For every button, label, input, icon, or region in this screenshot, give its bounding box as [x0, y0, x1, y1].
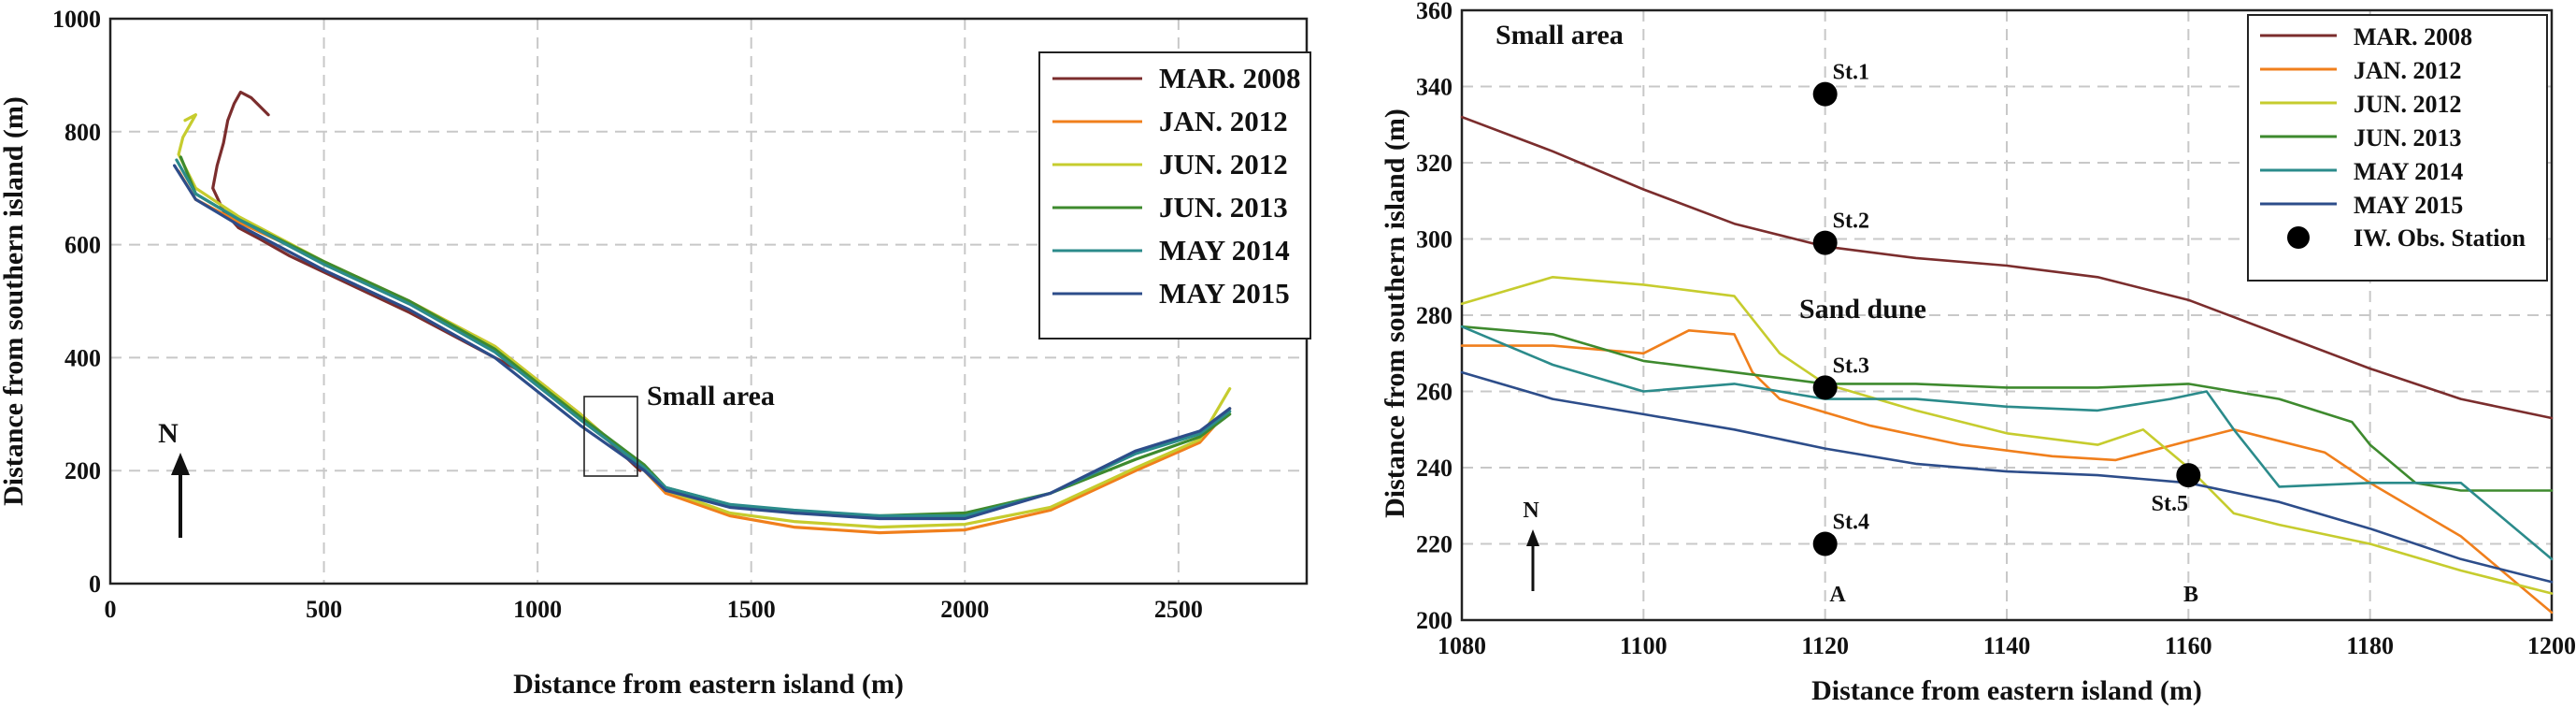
station-label-st-3: St.3: [1833, 354, 1869, 378]
left-x-tick-label: 500: [306, 596, 342, 623]
left-legend-label-jan-2012: JAN. 2012: [1159, 105, 1288, 137]
right-y-tick-label: 240: [1416, 455, 1453, 482]
right-stations: St.1 St.2 St.3 St.4 St.5: [1812, 61, 2201, 556]
right-series: [1460, 115, 2554, 614]
small-area-box: [583, 396, 638, 477]
small-area-label: Small area: [647, 381, 775, 412]
station-marker-st-1: [1812, 81, 1838, 107]
right-x-tick-label: 1100: [1620, 632, 1667, 659]
right-series-jun-2012: [1460, 275, 2554, 595]
right-chart: 1080 1100 1120 1140 1160 1180 1200 200 220 240 260…: [1380, 0, 2576, 706]
left-y-axis-label: Distance from southern island (m): [0, 96, 29, 506]
left-north-arrow-icon: [171, 453, 190, 475]
left-y-tick-label: 200: [64, 457, 101, 484]
right-x-tick-label: 1200: [2527, 632, 2576, 659]
left-x-axis-label: Distance from eastern island (m): [513, 669, 904, 700]
right-legend-label-may-2015: MAY 2015: [2354, 192, 2463, 219]
right-y-axis-label: Distance from southern island (m): [1380, 108, 1410, 518]
left-x-tick-label: 2000: [940, 596, 989, 623]
right-legend-label-mar-2008: MAR. 2008: [2354, 23, 2472, 51]
right-series-jun-2013: [1460, 325, 2554, 492]
right-legend-box: [2247, 14, 2548, 282]
right-series-jan-2012: [1460, 328, 2554, 614]
station-marker-st-3: [1812, 375, 1838, 400]
station-label-st-2: St.2: [1833, 210, 1869, 234]
left-y-tick-label: 600: [64, 232, 101, 259]
right-x-axis-label: Distance from eastern island (m): [1811, 675, 2202, 706]
section-a-label: A: [1829, 583, 1846, 607]
right-ticks: 1080 1100 1120 1140 1160 1180 1200 200 220 240 260…: [1416, 0, 2576, 659]
station-marker-st-4: [1812, 531, 1838, 556]
right-legend-station-marker: [2287, 226, 2310, 249]
right-y-tick-label: 220: [1416, 531, 1453, 558]
right-north-arrow-icon: [1526, 529, 1539, 546]
station-marker-st-2: [1812, 230, 1838, 255]
sand-dune-label: Sand dune: [1799, 294, 1926, 325]
right-legend: MAR. 2008 JAN. 2012 JUN. 2012 JUN. 2013 MAY …: [2247, 14, 2548, 282]
left-x-tick-label: 1000: [513, 596, 562, 623]
right-y-tick-label: 300: [1416, 226, 1453, 253]
right-series-may-2014: [1460, 325, 2554, 561]
right-x-tick-label: 1180: [2346, 632, 2394, 659]
left-x-tick-label: 2500: [1154, 596, 1203, 623]
right-y-tick-label: 200: [1416, 607, 1453, 634]
right-series-may-2015: [1460, 370, 2554, 584]
left-legend-label-mar-2008: MAR. 2008: [1159, 62, 1301, 94]
right-legend-station-label: IW. Obs. Station: [2354, 224, 2526, 252]
right-north-label: N: [1523, 498, 1539, 523]
left-north-label: N: [158, 418, 179, 449]
left-series: [173, 90, 1232, 535]
station-label-st-1: St.1: [1833, 61, 1869, 85]
right-x-tick-label: 1140: [1983, 632, 2031, 659]
left-legend-box: [1038, 51, 1311, 340]
left-legend-label-may-2014: MAY 2014: [1159, 234, 1290, 267]
left-ticks: 0 500 1000 1500 2000 2500 0 200 400 600 800 1000: [52, 6, 1203, 623]
right-legend-label-jun-2013: JUN. 2013: [2354, 124, 2462, 152]
left-legend-label-jun-2012: JUN. 2012: [1159, 148, 1288, 181]
right-x-tick-label: 1160: [2165, 632, 2212, 659]
left-y-tick-label: 400: [64, 344, 101, 371]
station-marker-st-5: [2176, 463, 2201, 488]
right-plot-frame: [1460, 8, 2554, 622]
left-y-tick-label: 1000: [52, 6, 101, 33]
station-label-st-4: St.4: [1833, 511, 1869, 535]
right-x-tick-label: 1080: [1438, 632, 1486, 659]
right-y-tick-label: 360: [1416, 0, 1453, 24]
right-legend-label-may-2014: MAY 2014: [2354, 158, 2463, 185]
left-x-tick-label: 0: [105, 596, 117, 623]
right-legend-label-jan-2012: JAN. 2012: [2354, 57, 2462, 84]
section-b-label: B: [2183, 583, 2198, 607]
station-label-st-5: St.5: [2152, 492, 2188, 516]
right-y-tick-label: 320: [1416, 150, 1453, 177]
left-y-tick-label: 800: [64, 119, 101, 146]
right-x-tick-label: 1120: [1801, 632, 1849, 659]
left-legend-label-jun-2013: JUN. 2013: [1159, 191, 1288, 224]
left-legend-label-may-2015: MAY 2015: [1159, 277, 1290, 310]
left-chart: 0 500 1000 1500 2000 2500 0 200 400 600 800 1000 Sm…: [0, 6, 1311, 700]
left-y-tick-label: 0: [89, 571, 101, 598]
left-series-may-2015: [173, 164, 1232, 521]
right-y-tick-label: 280: [1416, 302, 1453, 329]
right-legend-label-jun-2012: JUN. 2012: [2354, 91, 2462, 118]
right-y-tick-label: 340: [1416, 74, 1453, 101]
right-title: Small area: [1496, 20, 1624, 51]
right-series-mar-2008: [1460, 115, 2554, 420]
left-x-tick-label: 1500: [727, 596, 776, 623]
left-legend: MAR. 2008 JAN. 2012 JUN. 2012 JUN. 2013 MAY …: [1038, 51, 1311, 340]
right-y-tick-label: 260: [1416, 379, 1453, 406]
